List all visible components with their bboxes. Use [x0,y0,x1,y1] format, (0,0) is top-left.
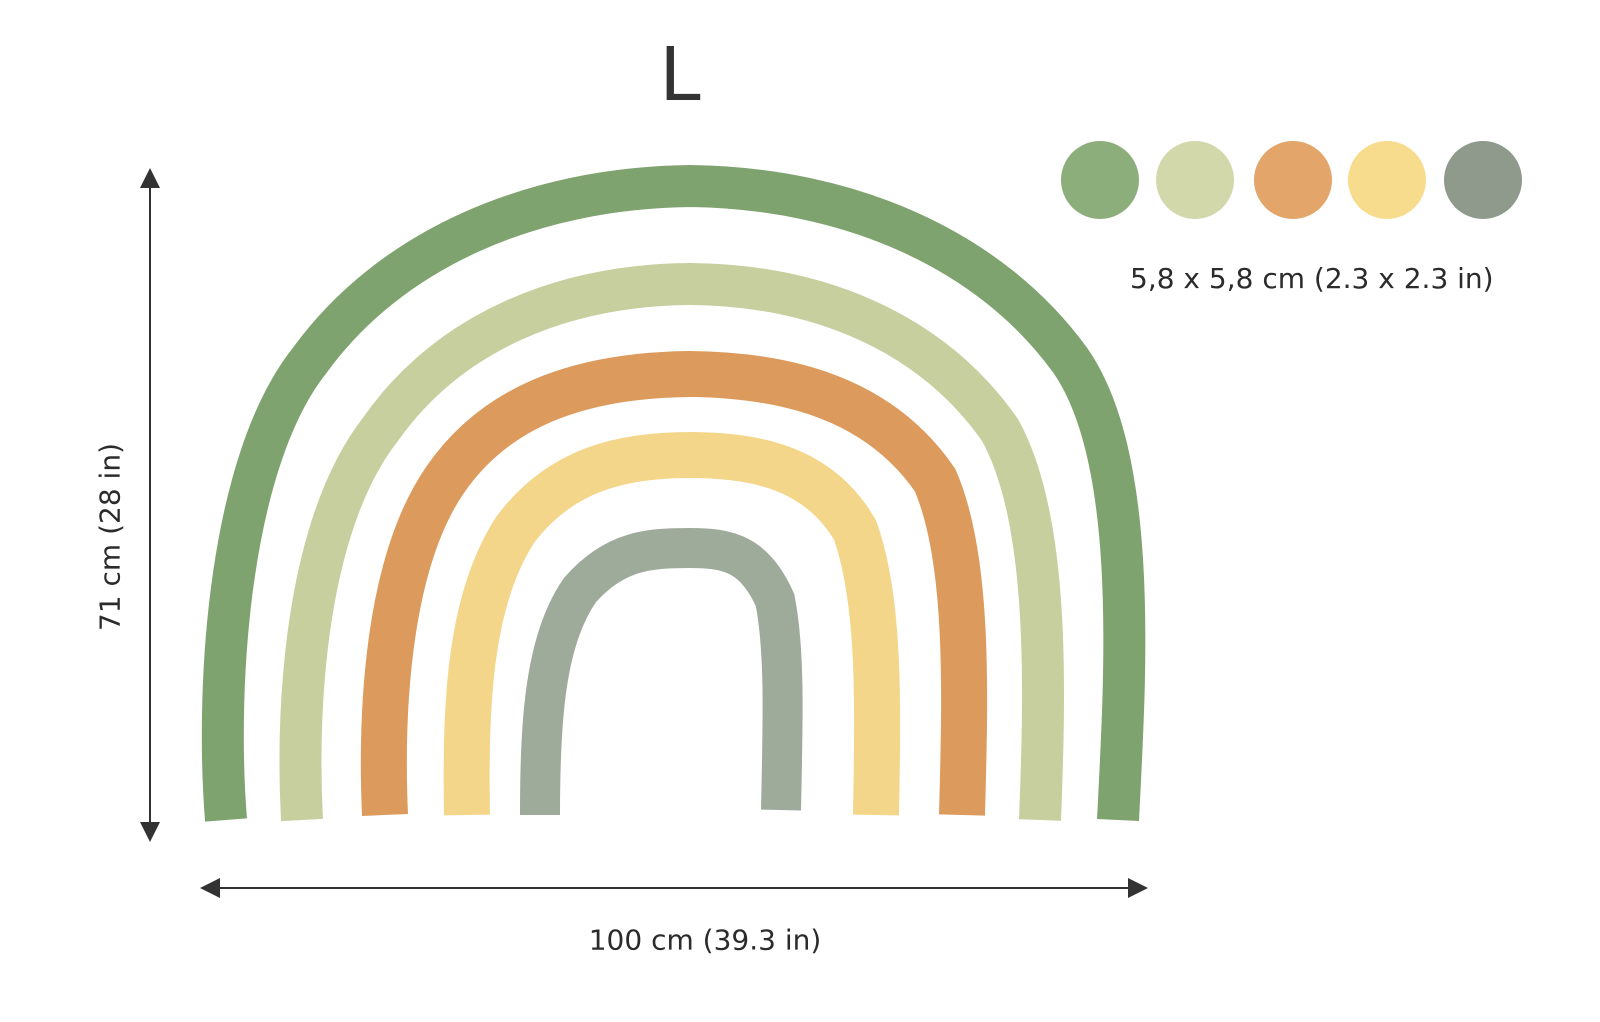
orange-swatch [1254,141,1332,219]
rainbow-arc-green [201,164,1146,822]
width-dimension-text: 100 cm (39.3 in) [588,923,822,957]
sage-swatch [1156,141,1234,219]
rainbow-arc-yellow [443,431,901,816]
rainbow-arc-grey-green [520,527,803,816]
height-dimension-text: 71 cm (28 in) [93,442,127,632]
grey-swatch [1444,141,1522,219]
green-swatch [1061,141,1139,219]
swatch-size-text: 5,8 x 5,8 cm (2.3 x 2.3 in) [1130,262,1494,295]
rainbow-arc-sage [279,262,1065,822]
rainbow-arc-orange [360,350,988,816]
size-label: L [659,32,701,118]
yellow-swatch [1348,141,1426,219]
